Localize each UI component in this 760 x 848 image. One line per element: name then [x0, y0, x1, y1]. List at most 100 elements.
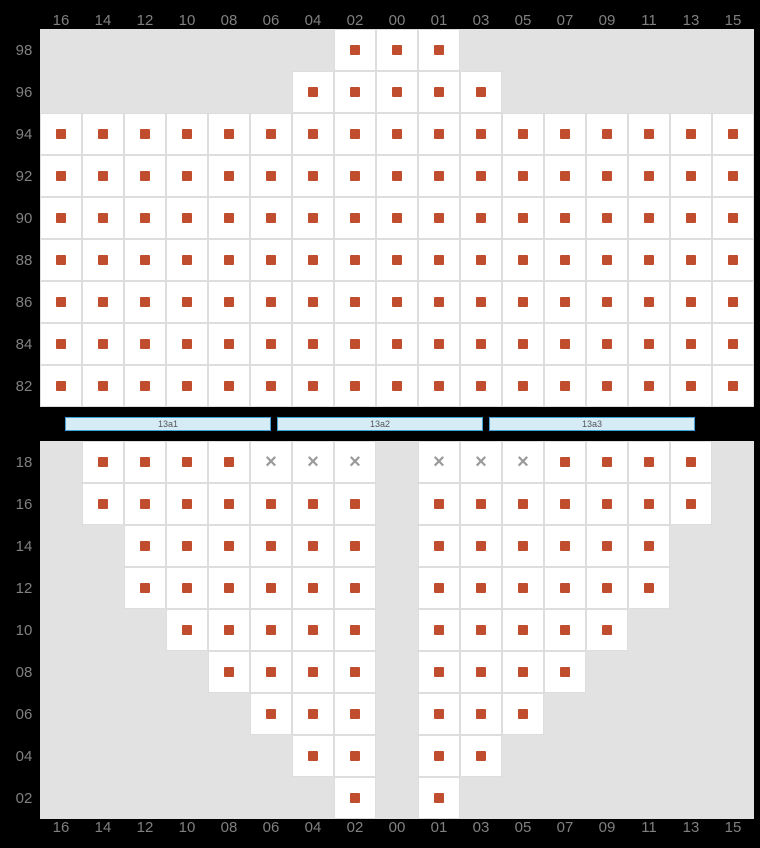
seat-cell[interactable] [82, 323, 124, 365]
seat-cell[interactable] [334, 567, 376, 609]
seat[interactable] [98, 457, 108, 467]
seat[interactable] [224, 339, 234, 349]
seat[interactable] [308, 129, 318, 139]
seat[interactable] [350, 45, 360, 55]
seat-cell[interactable] [334, 483, 376, 525]
seat-cell[interactable] [460, 71, 502, 113]
seat-cell[interactable] [544, 609, 586, 651]
seat-cell[interactable] [376, 113, 418, 155]
seat-cell[interactable] [334, 155, 376, 197]
seat-cell[interactable] [208, 441, 250, 483]
seat[interactable] [476, 667, 486, 677]
seat[interactable] [392, 381, 402, 391]
seat[interactable] [308, 541, 318, 551]
seat[interactable] [518, 499, 528, 509]
seat[interactable] [308, 339, 318, 349]
seat[interactable] [224, 499, 234, 509]
seat-cell[interactable] [544, 483, 586, 525]
seat-cell[interactable] [208, 113, 250, 155]
seat-cell[interactable] [418, 29, 460, 71]
seat-cell[interactable] [250, 567, 292, 609]
seat[interactable] [476, 339, 486, 349]
seat-cell[interactable] [292, 197, 334, 239]
seat-cell[interactable] [376, 29, 418, 71]
seat[interactable] [644, 457, 654, 467]
seat[interactable] [434, 583, 444, 593]
seat[interactable] [350, 87, 360, 97]
seat-cell[interactable] [586, 323, 628, 365]
seat[interactable] [98, 339, 108, 349]
seat[interactable] [434, 667, 444, 677]
seat[interactable] [434, 541, 444, 551]
seat-cell[interactable] [166, 609, 208, 651]
seat[interactable] [602, 625, 612, 635]
seat[interactable] [182, 255, 192, 265]
seat[interactable] [728, 255, 738, 265]
seat[interactable] [350, 213, 360, 223]
seat-cell[interactable] [460, 323, 502, 365]
seat-cell[interactable] [334, 323, 376, 365]
seat-cell[interactable] [586, 365, 628, 407]
seat[interactable] [266, 541, 276, 551]
seat[interactable] [182, 541, 192, 551]
seat-cell[interactable] [208, 197, 250, 239]
seat[interactable] [434, 793, 444, 803]
seat-cell[interactable] [166, 441, 208, 483]
seat-cell[interactable] [124, 441, 166, 483]
seat-cell[interactable] [208, 239, 250, 281]
seat[interactable] [644, 171, 654, 181]
seat[interactable] [644, 129, 654, 139]
seat[interactable] [308, 499, 318, 509]
seat[interactable] [518, 255, 528, 265]
seat-cell[interactable] [40, 323, 82, 365]
seat-cell[interactable] [292, 693, 334, 735]
seat[interactable] [602, 583, 612, 593]
seat-cell[interactable] [166, 483, 208, 525]
seat-cell[interactable] [628, 567, 670, 609]
seat-cell[interactable] [628, 281, 670, 323]
seat-cell[interactable] [460, 735, 502, 777]
seat-cell[interactable] [376, 281, 418, 323]
seat[interactable] [56, 255, 66, 265]
seat[interactable] [392, 297, 402, 307]
seat[interactable] [518, 129, 528, 139]
seat-cell[interactable] [460, 651, 502, 693]
seat[interactable] [392, 213, 402, 223]
seat-cell[interactable] [82, 441, 124, 483]
seat[interactable] [518, 709, 528, 719]
seat-cell[interactable] [628, 323, 670, 365]
seat-cell[interactable] [502, 239, 544, 281]
seat[interactable] [182, 583, 192, 593]
seat[interactable] [476, 297, 486, 307]
seat-cell[interactable] [124, 483, 166, 525]
seat[interactable] [224, 541, 234, 551]
seat-cell[interactable] [418, 525, 460, 567]
seat-cell[interactable] [418, 651, 460, 693]
seat-cell[interactable] [166, 567, 208, 609]
seat-cell[interactable] [166, 113, 208, 155]
seat[interactable] [350, 499, 360, 509]
seat-cell[interactable] [82, 483, 124, 525]
seat-cell[interactable] [586, 567, 628, 609]
seat[interactable] [392, 255, 402, 265]
seat[interactable] [56, 171, 66, 181]
seat-cell[interactable] [376, 197, 418, 239]
seat[interactable] [182, 457, 192, 467]
seat-cell[interactable] [124, 113, 166, 155]
seat-cell[interactable] [544, 365, 586, 407]
seat[interactable] [476, 499, 486, 509]
seat-cell[interactable] [586, 441, 628, 483]
seat[interactable] [224, 583, 234, 593]
seat-cell[interactable] [292, 239, 334, 281]
seat[interactable] [518, 667, 528, 677]
seat[interactable] [434, 255, 444, 265]
seat-cell[interactable] [460, 197, 502, 239]
seat[interactable] [560, 541, 570, 551]
seat[interactable] [182, 499, 192, 509]
seat-cell[interactable] [460, 567, 502, 609]
seat[interactable] [350, 709, 360, 719]
seat[interactable] [518, 213, 528, 223]
seat[interactable] [308, 751, 318, 761]
seat[interactable] [266, 381, 276, 391]
seat-cell[interactable] [376, 365, 418, 407]
